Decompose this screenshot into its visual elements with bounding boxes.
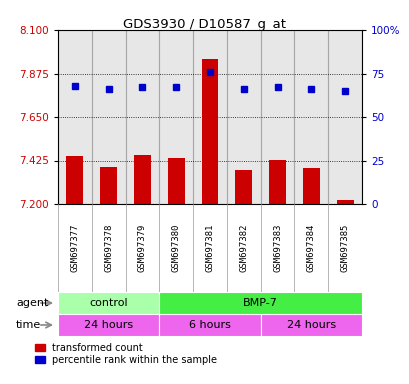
Bar (92, 30, 125, 204)
Bar (302, 168, 319, 204)
Text: GSM697382: GSM697382 (239, 224, 248, 272)
Bar (159, 314, 260, 336)
Bar (260, 30, 294, 204)
Bar (58, 30, 92, 204)
Bar (260, 314, 361, 336)
Bar (201, 59, 218, 204)
Text: GSM697378: GSM697378 (104, 224, 113, 272)
Text: 24 hours: 24 hours (286, 320, 335, 330)
Text: control: control (89, 298, 128, 308)
Text: GSM697385: GSM697385 (340, 224, 349, 272)
Text: agent: agent (16, 298, 48, 308)
Bar (159, 30, 193, 204)
Text: 6 hours: 6 hours (189, 320, 230, 330)
Bar (235, 170, 252, 204)
Bar (66, 156, 83, 204)
Text: GSM697383: GSM697383 (272, 224, 281, 272)
Text: GSM697377: GSM697377 (70, 224, 79, 272)
Text: GSM697379: GSM697379 (137, 224, 146, 272)
Bar (125, 30, 159, 204)
Bar (58, 292, 159, 314)
Bar (193, 30, 226, 204)
Legend: transformed count, percentile rank within the sample: transformed count, percentile rank withi… (33, 341, 219, 367)
Text: time: time (16, 320, 41, 330)
Bar (226, 30, 260, 204)
Bar (167, 157, 184, 204)
Text: GSM697384: GSM697384 (306, 224, 315, 272)
Bar (268, 159, 285, 204)
Bar (336, 200, 353, 204)
Text: GSM697380: GSM697380 (171, 224, 180, 272)
Bar (134, 155, 151, 204)
Text: BMP-7: BMP-7 (243, 298, 277, 308)
Bar (328, 30, 361, 204)
Bar (294, 30, 328, 204)
Text: GDS3930 / D10587_g_at: GDS3930 / D10587_g_at (123, 18, 286, 31)
Text: 24 hours: 24 hours (84, 320, 133, 330)
Bar (100, 167, 117, 204)
Text: GSM697381: GSM697381 (205, 224, 214, 272)
Bar (58, 314, 159, 336)
Bar (159, 292, 361, 314)
